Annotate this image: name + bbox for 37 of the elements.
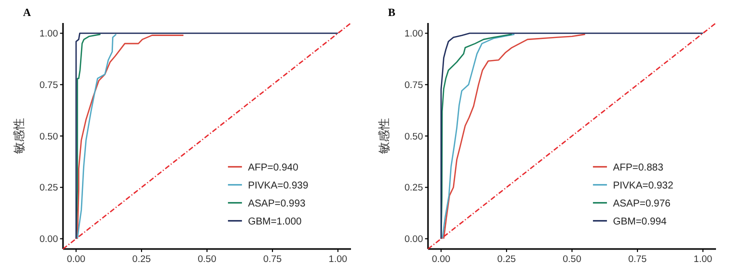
- x-tick-label: 0.25: [497, 254, 516, 265]
- x-tick-label: 1.00: [328, 254, 348, 265]
- y-tick-label: 0.00: [40, 234, 58, 246]
- y-tick-label: 0.00: [404, 234, 423, 246]
- legend-label: PIVKA=0.932: [612, 180, 674, 192]
- y-tick-label: 0.50: [40, 131, 58, 142]
- y-tick-label: 1.00: [40, 28, 58, 40]
- legend-label: ASAP=0.976: [612, 198, 671, 210]
- x-tick-label: 0.75: [263, 254, 282, 265]
- y-axis-title: 敏感性: [12, 118, 26, 154]
- y-tick-label: 0.75: [404, 80, 423, 91]
- legend-label: GBM=1.000: [248, 216, 302, 228]
- y-tick-label: 0.75: [40, 80, 58, 91]
- legend-label: ASAP=0.993: [248, 198, 306, 210]
- line-series: [76, 34, 117, 240]
- legend-label: AFP=0.940: [248, 162, 299, 174]
- line-series: [75, 34, 102, 240]
- x-tick-label: 0.00: [66, 254, 86, 265]
- x-tick-label: 0.50: [562, 254, 582, 265]
- chart-title: A: [23, 7, 31, 19]
- y-tick-label: 0.25: [40, 182, 58, 194]
- x-tick-label: 1.00: [694, 254, 712, 265]
- y-tick-label: 0.25: [404, 182, 423, 194]
- x-tick-label: 0.75: [628, 254, 647, 265]
- line-series: [443, 34, 586, 240]
- chart-title: B: [388, 7, 396, 19]
- x-tick-label: 0.00: [432, 254, 450, 265]
- y-axis-title: 敏感性: [377, 118, 391, 154]
- legend-label: PIVKA=0.939: [248, 180, 309, 192]
- legend-label: GBM=0.994: [612, 216, 668, 228]
- line-series: [75, 32, 339, 240]
- legend-label: AFP=0.883: [612, 162, 664, 174]
- line-series: [440, 32, 704, 240]
- y-tick-label: 0.50: [404, 131, 423, 142]
- x-tick-label: 0.50: [198, 254, 216, 265]
- y-tick-label: 1.00: [404, 28, 423, 40]
- x-tick-label: 0.25: [132, 254, 151, 265]
